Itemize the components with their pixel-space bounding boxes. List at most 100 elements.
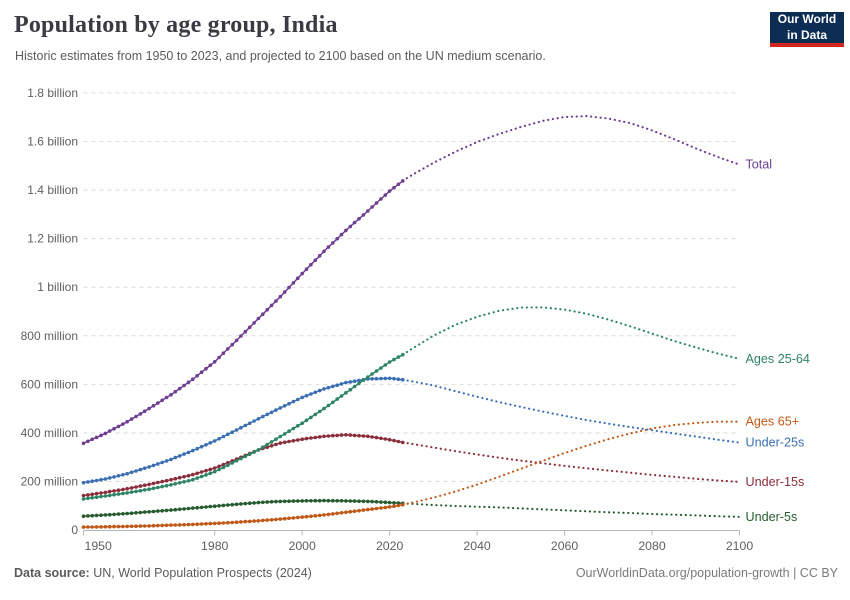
data-point xyxy=(129,486,134,490)
series-label-total[interactable]: Total xyxy=(746,158,773,172)
historic-line xyxy=(83,180,404,444)
data-point xyxy=(291,439,296,443)
data-point xyxy=(164,508,169,513)
data-point xyxy=(261,500,265,505)
data-point xyxy=(374,201,379,205)
data-point xyxy=(90,496,94,500)
data-point xyxy=(173,482,178,486)
series-label-under-25s[interactable]: Under-25s xyxy=(746,436,805,450)
data-point xyxy=(370,372,374,376)
data-point xyxy=(317,409,322,414)
data-point xyxy=(182,383,186,388)
data-point xyxy=(352,499,357,503)
data-point xyxy=(252,501,256,505)
data-point xyxy=(186,506,191,511)
data-point xyxy=(212,360,217,364)
data-point xyxy=(221,503,226,508)
data-point xyxy=(90,479,94,484)
data-point xyxy=(182,480,186,484)
data-point xyxy=(173,455,178,460)
data-point xyxy=(265,412,270,417)
data-point xyxy=(309,392,313,396)
data-point xyxy=(186,450,191,455)
data-point xyxy=(142,510,147,514)
data-point xyxy=(344,228,348,233)
data-point xyxy=(121,512,125,516)
data-point xyxy=(107,476,112,480)
data-point xyxy=(142,466,147,471)
data-source: Data source: UN, World Population Prospe… xyxy=(14,566,312,580)
data-point xyxy=(86,514,90,518)
data-point xyxy=(331,512,335,516)
data-point xyxy=(160,460,164,465)
data-point xyxy=(208,467,213,472)
data-point xyxy=(331,498,335,503)
data-point xyxy=(317,435,322,439)
projection-line xyxy=(401,378,741,444)
data-point xyxy=(191,472,195,477)
data-point xyxy=(208,471,213,476)
data-point xyxy=(81,497,86,501)
data-point xyxy=(269,440,274,444)
data-point xyxy=(339,499,344,503)
y-axis-labels: 0 200 million 400 million 600 million 800 mi… xyxy=(21,86,79,537)
data-point xyxy=(383,363,388,367)
data-point xyxy=(396,439,401,444)
data-point xyxy=(151,463,156,468)
data-point xyxy=(326,245,331,249)
data-point xyxy=(282,404,287,408)
series-label-under-15s[interactable]: Under-15s xyxy=(746,475,805,489)
series-label-ages-65[interactable]: Ages 65+ xyxy=(746,415,800,429)
data-point xyxy=(348,387,353,392)
data-point xyxy=(103,490,108,495)
data-point xyxy=(112,512,116,517)
data-point xyxy=(164,523,169,528)
data-point xyxy=(313,412,318,417)
projection-line xyxy=(401,420,741,506)
data-point xyxy=(81,493,86,498)
data-point xyxy=(348,509,353,514)
data-point xyxy=(300,395,305,400)
data-point xyxy=(352,433,357,438)
data-point xyxy=(274,499,278,504)
data-point xyxy=(392,357,396,362)
data-point xyxy=(129,524,134,529)
data-point xyxy=(304,514,309,519)
data-point xyxy=(374,369,379,373)
owid-logo[interactable]: Our World in Data xyxy=(770,12,844,47)
data-point xyxy=(221,434,226,439)
data-point xyxy=(287,401,291,406)
owid-link[interactable]: OurWorldinData.org/population-growth | C… xyxy=(575,566,838,580)
data-point xyxy=(304,499,309,503)
data-point xyxy=(296,515,300,520)
data-point xyxy=(287,499,291,504)
data-point xyxy=(278,406,283,410)
data-point xyxy=(86,496,90,501)
data-point xyxy=(352,384,357,389)
data-point xyxy=(366,434,370,439)
data-point xyxy=(317,254,322,258)
data-point xyxy=(230,520,234,525)
data-point xyxy=(326,512,331,517)
x-tick-label: 2100 xyxy=(726,539,754,553)
x-tick-label: 2040 xyxy=(463,539,491,553)
data-point xyxy=(138,484,143,488)
data-point xyxy=(142,524,147,528)
data-point xyxy=(366,375,370,379)
data-point xyxy=(392,504,396,509)
data-point xyxy=(326,403,331,408)
data-point xyxy=(94,525,99,529)
data-point xyxy=(217,355,221,360)
data-point xyxy=(392,438,396,443)
data-point xyxy=(81,525,86,529)
data-point xyxy=(322,387,326,391)
owid-logo-line2: in Data xyxy=(786,27,827,42)
series-label-ages-25-64[interactable]: Ages 25-64 xyxy=(746,352,810,366)
data-point xyxy=(86,439,90,444)
data-point xyxy=(309,262,313,267)
y-tick-label: 800 million xyxy=(21,329,78,343)
series-label-under-5s[interactable]: Under-5s xyxy=(746,510,798,524)
data-point xyxy=(239,520,243,524)
data-point xyxy=(239,456,243,461)
data-point xyxy=(309,415,313,420)
